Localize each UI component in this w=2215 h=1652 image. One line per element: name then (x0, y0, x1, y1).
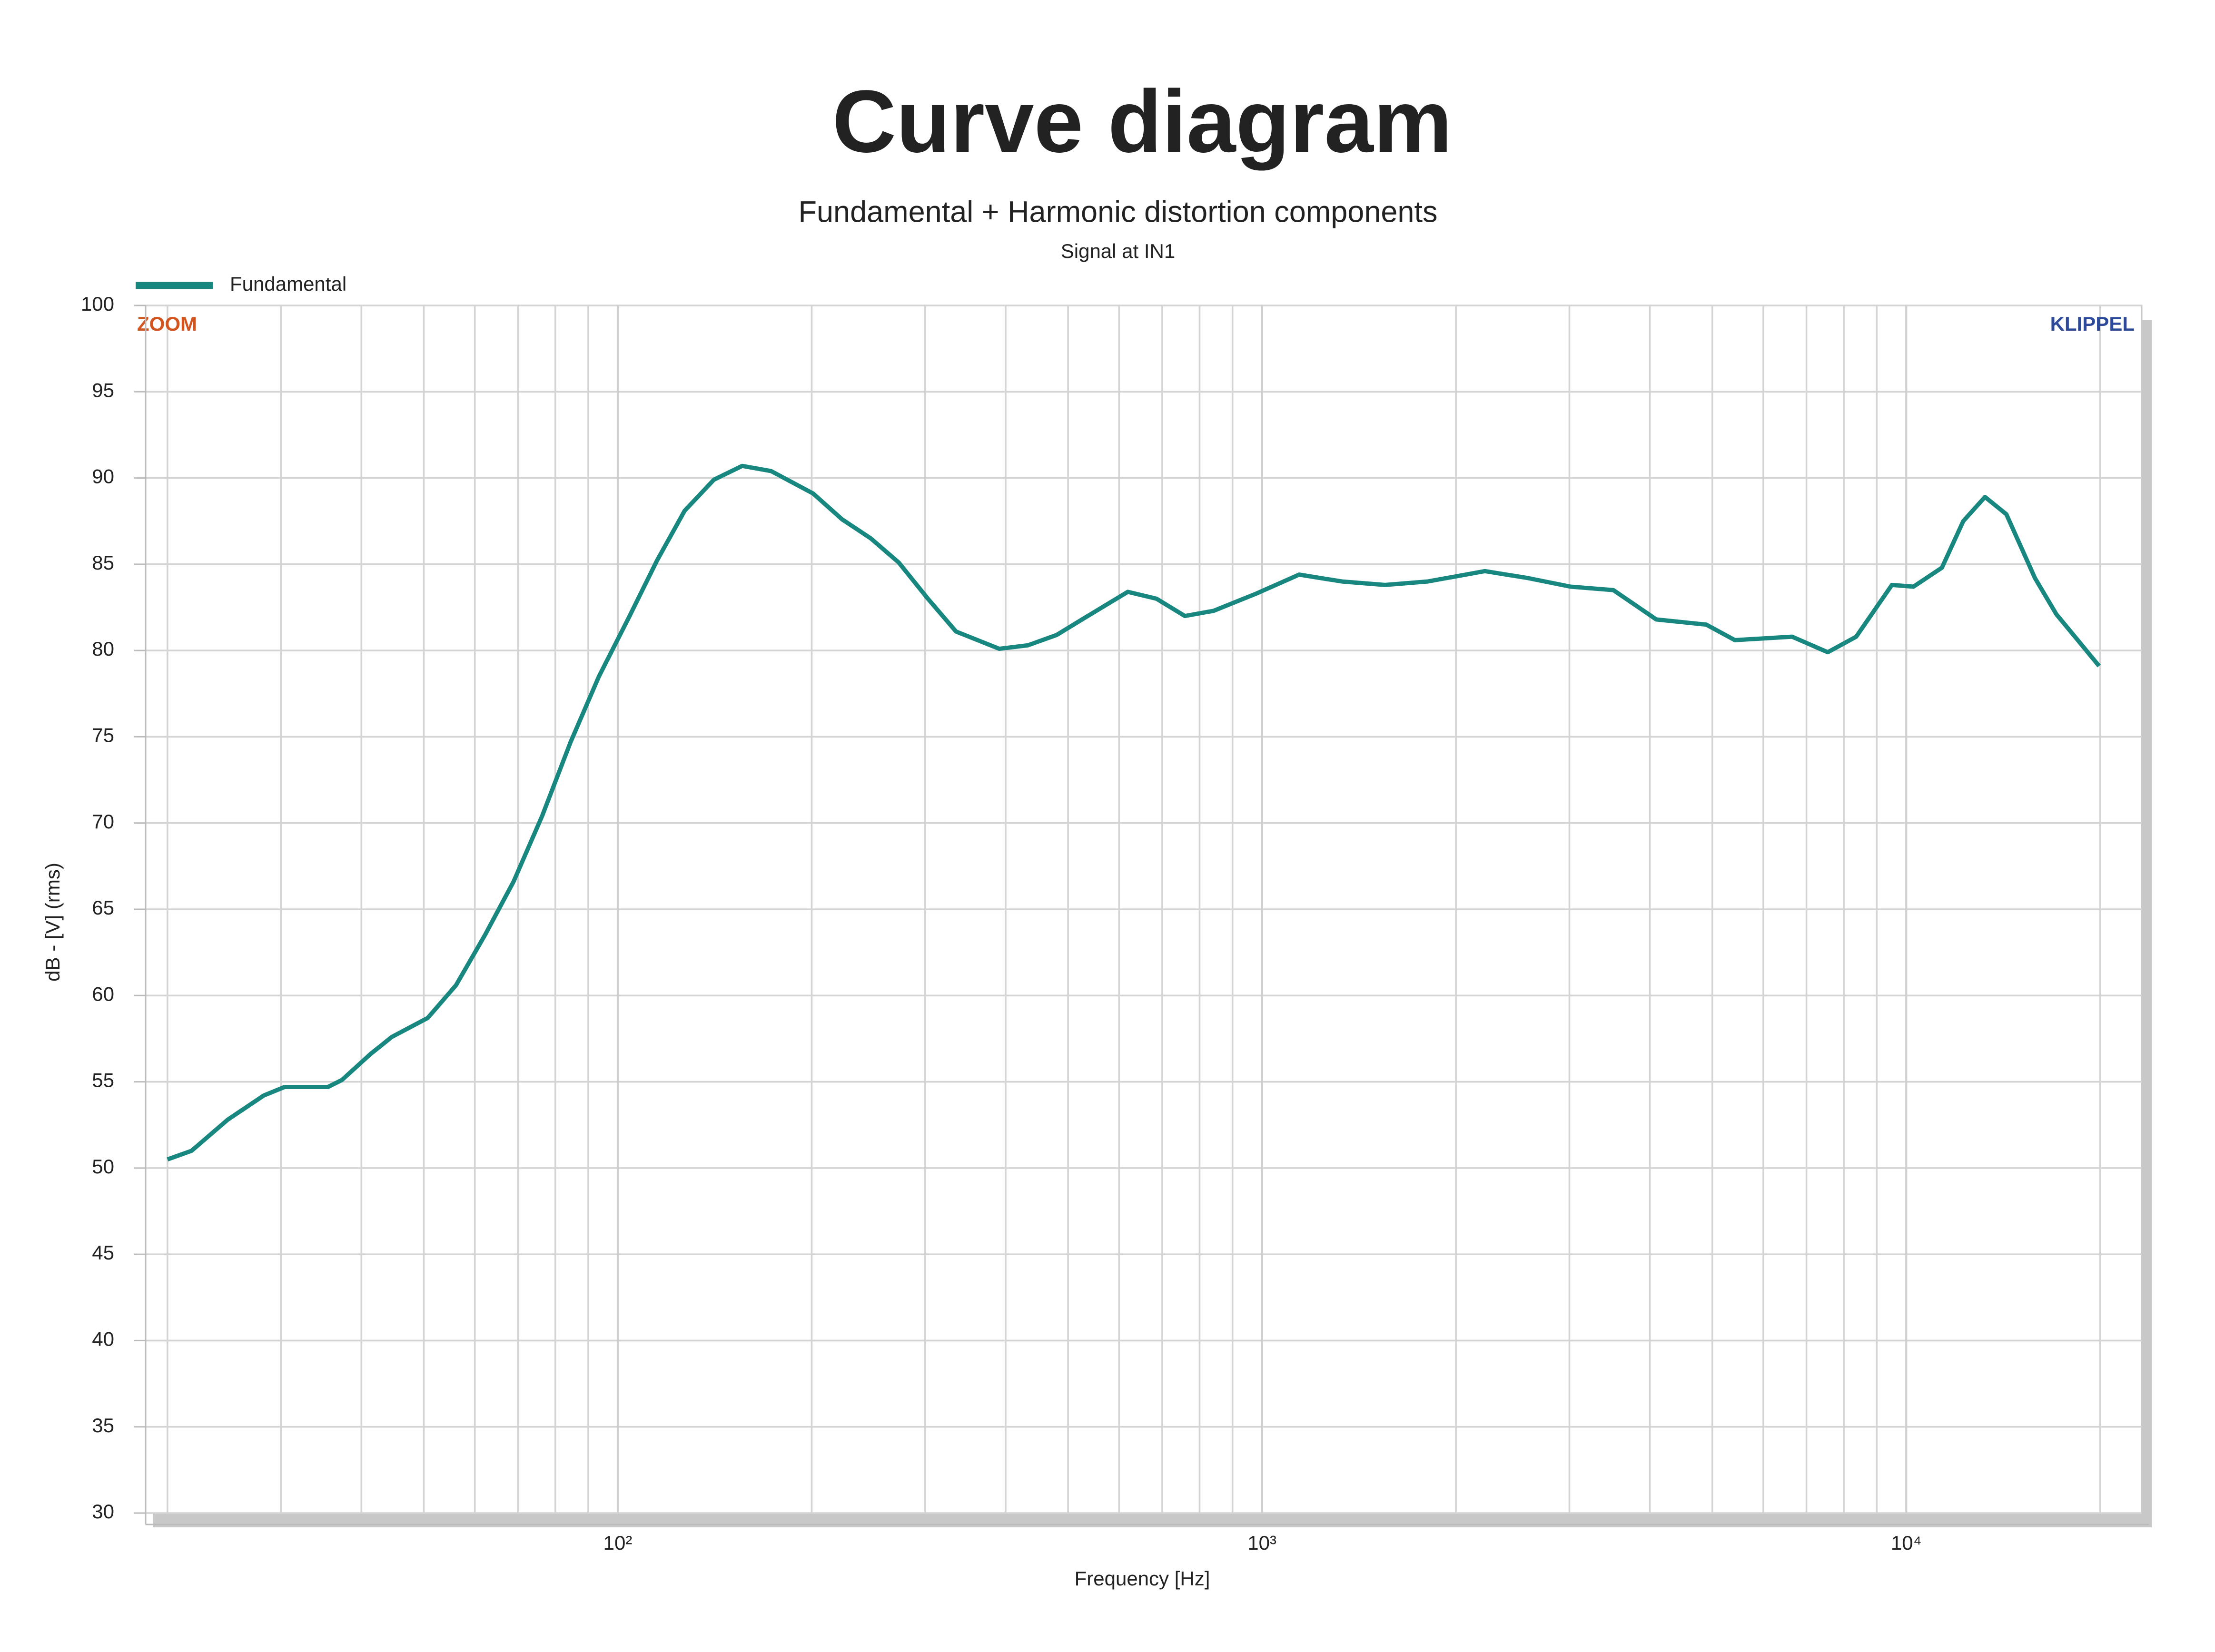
y-tick-label: 35 (92, 1414, 114, 1436)
y-tick-label: 55 (92, 1069, 114, 1092)
y-axis-label: dB - [V] (rms) (41, 863, 64, 982)
x-tick-label: 10² (603, 1532, 633, 1554)
y-tick-label: 65 (92, 896, 114, 919)
legend-label: Fundamental (230, 273, 346, 295)
y-tick-label: 95 (92, 379, 114, 401)
y-tick-label: 30 (92, 1500, 114, 1523)
y-tick-label: 75 (92, 724, 114, 747)
x-axis-label: Frequency [Hz] (1075, 1567, 1210, 1590)
x-tick-label: 10³ (1247, 1532, 1276, 1554)
y-tick-label: 70 (92, 810, 114, 833)
y-tick-label: 40 (92, 1328, 114, 1350)
chart-subtitle: Fundamental + Harmonic distortion compon… (799, 196, 1438, 229)
x-tick-label: 10⁴ (1891, 1532, 1922, 1554)
y-tick-label: 60 (92, 983, 114, 1005)
y-tick-label: 90 (92, 465, 114, 488)
annotation: KLIPPEL (2050, 313, 2135, 335)
chart-title: Curve diagram (832, 72, 1452, 171)
y-tick-label: 85 (92, 551, 114, 574)
grid (146, 305, 2142, 1514)
chart-note: Signal at IN1 (1061, 240, 1175, 262)
y-tick-label: 50 (92, 1155, 114, 1178)
y-tick-label: 100 (81, 293, 114, 315)
data-line (167, 463, 2101, 1161)
y-tick-label: 45 (92, 1241, 114, 1264)
annotation: ZOOM (137, 313, 197, 335)
y-tick-label: 80 (92, 638, 114, 660)
